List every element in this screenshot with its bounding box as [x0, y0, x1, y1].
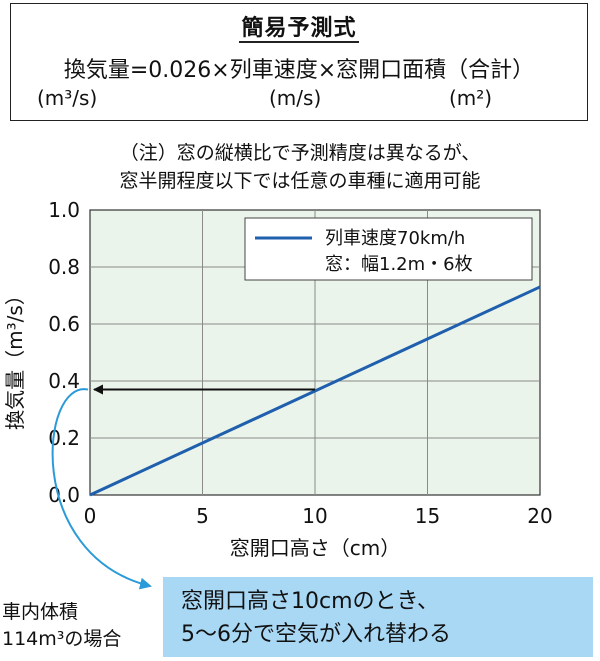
- series-layer: [89, 285, 541, 497]
- callout-curve-arrow: [51, 388, 152, 590]
- y-tick-label: 0.6: [48, 312, 80, 336]
- formula-title: 簡易予測式: [239, 16, 359, 43]
- legend-entry: 列車速度70km/h: [325, 228, 465, 249]
- legend: 列車速度70km/h 窓：幅1.2m・6枚: [244, 217, 533, 281]
- callout-line-1: 窓開口高さ10cmのとき、: [181, 589, 439, 614]
- y-tick-label: 0.0: [48, 483, 80, 507]
- x-tick-label: 0: [84, 504, 97, 528]
- y-tick-label: 1.0: [48, 198, 80, 222]
- series-line: [89, 285, 541, 497]
- legend-box: [244, 217, 533, 281]
- unit-area: (m²): [449, 86, 493, 110]
- x-tick-label: 10: [302, 504, 327, 528]
- x-tick-label: 5: [196, 504, 209, 528]
- legend-entry: 窓：幅1.2m・6枚: [325, 254, 473, 275]
- note-line-2: 窓半開程度以下では任意の車種に適用可能: [119, 170, 481, 192]
- unit-ventilation: (m³/s): [37, 86, 98, 110]
- x-tick-label: 20: [527, 504, 552, 528]
- x-tick-label: 15: [415, 504, 440, 528]
- x-axis-title: 窓開口高さ（cm）: [230, 536, 400, 560]
- caption-line-1: 車内体積: [2, 601, 79, 623]
- y-axis-title: 換気量（m³/s）: [3, 285, 27, 430]
- callout-box: 窓開口高さ10cmのとき、 5〜6分で空気が入れ替わる: [163, 577, 593, 657]
- callout-line-2: 5〜6分で空気が入れ替わる: [181, 622, 451, 647]
- note-line-1: （注）窓の縦横比で予測精度は異なるが、: [119, 142, 481, 164]
- y-tick-label: 0.8: [48, 255, 80, 279]
- unit-speed: (m/s): [269, 86, 322, 110]
- formula-box: 簡易予測式 換気量=0.026×列車速度×窓開口面積（合計） (m³/s) (m…: [10, 3, 588, 121]
- caption-line-2: 114m³の場合: [2, 628, 122, 650]
- y-tick-label: 0.4: [48, 369, 80, 393]
- formula-expression: 換気量=0.026×列車速度×窓開口面積（合計）: [63, 58, 535, 83]
